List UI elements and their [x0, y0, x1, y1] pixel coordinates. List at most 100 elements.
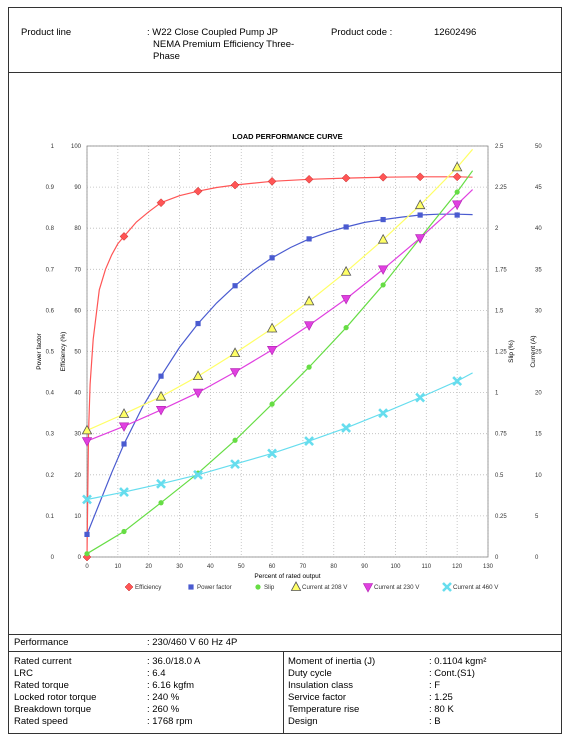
current-at-208-v-point [340, 265, 352, 276]
efficiency-point [267, 176, 277, 186]
current-tick-label: 40 [535, 226, 542, 232]
spec-right-label: Insulation class [288, 680, 353, 691]
power-factor-point [195, 320, 201, 327]
efficiency-tick-label: 60 [74, 308, 81, 314]
power-factor-tick-label: 0 [51, 555, 55, 561]
current-at-230-v-point [341, 295, 352, 305]
x-tick-label: 20 [145, 564, 152, 570]
current-at-208-v-point [118, 408, 130, 418]
spec-left-value: : 1768 rpm [147, 716, 193, 727]
x-tick-label: 90 [361, 564, 368, 570]
spec-left-label: Rated speed [14, 716, 68, 727]
current-at-230-v-point [378, 265, 389, 275]
spec-right-label: Moment of inertia (J) [288, 656, 376, 667]
power-factor-tick-label: 0.8 [46, 226, 55, 232]
current-at-460-v-point [378, 408, 389, 419]
performance-value: : 230/460 V 60 Hz 4P [147, 637, 238, 648]
slip-point [269, 401, 275, 407]
spec-left-label: Rated current [14, 656, 72, 667]
efficiency-axis-label: Efficiency (%) [60, 332, 67, 372]
efficiency-point [156, 198, 166, 208]
x-tick-label: 60 [269, 564, 276, 570]
current-tick-label: 30 [535, 308, 542, 314]
current-tick-label: 15 [535, 432, 542, 438]
product-line-label: Product line [21, 27, 72, 38]
current-at-230-v-point [303, 321, 315, 331]
legend-marker-current-at-230-v [362, 583, 374, 593]
legend-marker-efficiency [124, 582, 134, 592]
efficiency-tick-label: 10 [74, 514, 81, 520]
power-factor-point [121, 441, 127, 447]
legend-label-current-at-208-v: Current at 208 V [302, 584, 348, 591]
slip-tick-label: 2.25 [495, 185, 507, 191]
x-tick-label: 120 [452, 564, 463, 570]
specs-table: Rated current: 36.0/18.0 A LRC: 6.4 Rated … [9, 652, 561, 734]
x-tick-label: 80 [330, 564, 337, 570]
current-at-208-v-point [229, 347, 241, 358]
product-line-value-2: NEMA Premium Efficiency Three- [153, 39, 295, 50]
slip-line [86, 170, 474, 555]
product-code-label: Product code : [331, 27, 393, 38]
current-at-208-v-point [414, 199, 426, 210]
spec-right-value: : Cont.(S1) [429, 668, 475, 679]
spec-left-label: Rated torque [14, 680, 69, 691]
current-at-460-v-point [119, 487, 129, 497]
x-tick-label: 10 [115, 564, 122, 570]
spec-left-value: : 6.16 kgfm [147, 680, 194, 691]
slip-tick-label: 1.5 [495, 308, 504, 314]
performance-row: Performance : 230/460 V 60 Hz 4P [9, 635, 561, 652]
current-axis-label: Current (A) [530, 335, 537, 367]
power-factor-tick-label: 1 [51, 144, 55, 150]
current-at-208-v-point [192, 370, 204, 381]
spec-right-value: : B [429, 716, 441, 727]
x-tick-label: 40 [207, 564, 214, 570]
power-factor-point [269, 255, 275, 261]
power-factor-point [232, 283, 238, 289]
current-at-460-v-point [452, 376, 463, 387]
current-tick-label: 25 [535, 350, 542, 356]
slip-axis-label: Slip (%) [508, 340, 515, 363]
power-factor-point [454, 212, 460, 218]
spec-left-value: : 240 % [147, 692, 180, 703]
spec-right-label: Design [288, 716, 318, 727]
spec-left-value: : 36.0/18.0 A [147, 656, 201, 667]
spec-right-value: : 0.1104 kgm² [429, 656, 487, 667]
spec-right-value: : 80 K [429, 704, 454, 715]
spec-right-label: Duty cycle [288, 668, 332, 679]
current-tick-label: 35 [535, 267, 542, 273]
current-at-230-v-line [86, 189, 474, 442]
datasheet: Product line : W22 Close Coupled Pump JP… [8, 7, 562, 734]
current-at-208-v-point [266, 322, 278, 333]
legend-marker-slip [255, 584, 261, 590]
current-tick-label: 50 [535, 144, 542, 150]
slip-tick-label: 0.25 [495, 514, 507, 520]
efficiency-point [452, 172, 462, 182]
x-tick-label: 70 [300, 564, 307, 570]
slip-tick-label: 2.5 [495, 144, 504, 150]
current-at-230-v-point [118, 422, 130, 432]
efficiency-tick-label: 100 [71, 144, 82, 150]
power-factor-tick-label: 0.5 [46, 350, 55, 356]
efficiency-tick-label: 80 [74, 226, 81, 232]
x-axis-label: Percent of rated output [254, 573, 320, 580]
specs-divider [283, 652, 284, 734]
spec-left-label: Breakdown torque [14, 704, 92, 715]
efficiency-point [341, 173, 351, 183]
legend-label-current-at-460-v: Current at 460 V [453, 584, 499, 591]
current-at-208-v-point [377, 233, 389, 244]
slip-tick-label: 1.75 [495, 267, 507, 273]
power-factor-tick-label: 0.4 [46, 391, 55, 397]
power-factor-point [417, 212, 423, 218]
current-at-460-v-line [86, 372, 473, 501]
x-tick-label: 110 [422, 564, 432, 570]
efficiency-tick-label: 20 [74, 473, 81, 479]
current-at-230-v-point [229, 368, 241, 378]
current-tick-label: 0 [535, 555, 539, 561]
current-at-460-v-point [415, 392, 426, 403]
slip-tick-label: 0 [495, 555, 499, 561]
slip-point [158, 500, 164, 506]
current-at-230-v-point [155, 406, 167, 416]
x-tick-label: 50 [238, 564, 245, 570]
slip-point [454, 189, 460, 195]
power-factor-tick-label: 0.6 [46, 308, 55, 314]
